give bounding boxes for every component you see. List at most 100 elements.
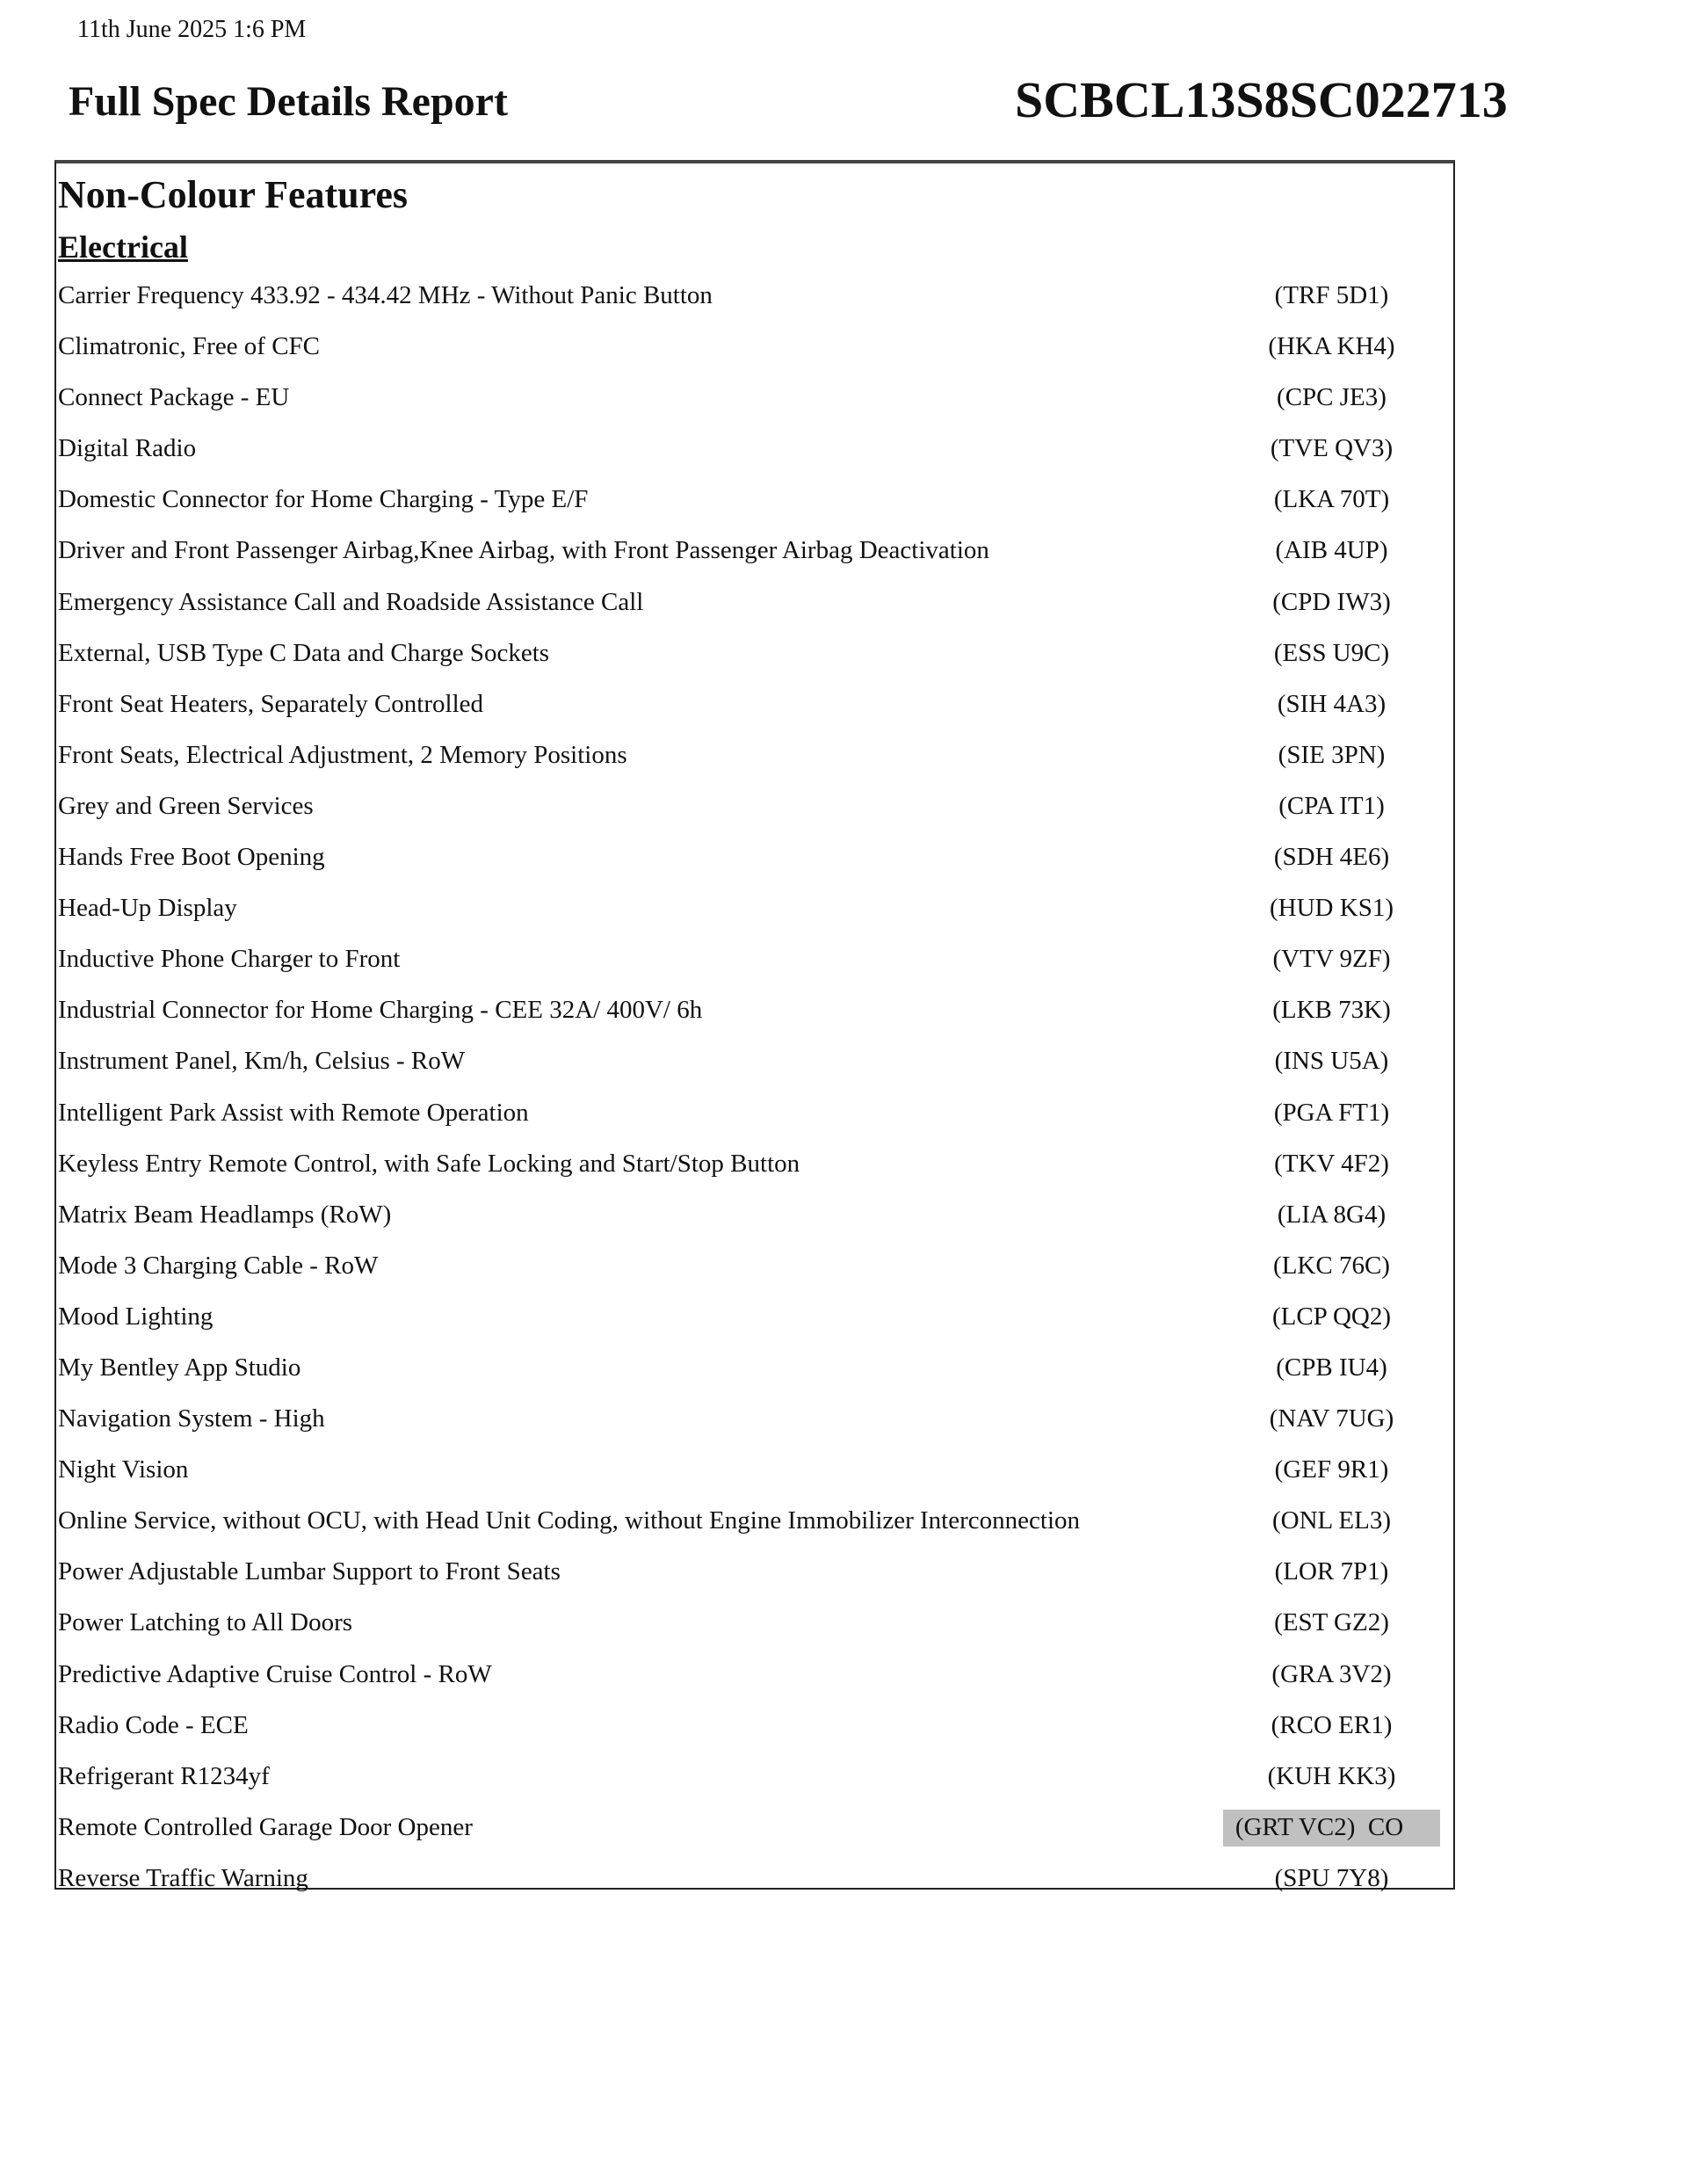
- feature-code-text: (CPA IT1): [1278, 791, 1385, 820]
- feature-code-text: (CPD IW3): [1272, 587, 1391, 616]
- feature-code: (AIB 4UP): [1223, 533, 1440, 570]
- feature-code-text: (GRT VC2) CO: [1234, 1812, 1404, 1841]
- feature-code: (PGA FT1): [1223, 1095, 1440, 1132]
- feature-row: Front Seats, Electrical Adjustment, 2 Me…: [56, 736, 1453, 787]
- feature-label: Inductive Phone Charger to Front: [58, 945, 401, 974]
- feature-label: Carrier Frequency 433.92 - 434.42 MHz - …: [58, 281, 713, 309]
- feature-row: Grey and Green Services (CPA IT1): [56, 787, 1453, 838]
- feature-code: (LCP QQ2): [1223, 1299, 1440, 1336]
- feature-row: Carrier Frequency 433.92 - 434.42 MHz - …: [56, 276, 1453, 327]
- feature-code-text: (KUH KK3): [1267, 1761, 1396, 1790]
- feature-row: Radio Code - ECE (RCO ER1): [56, 1706, 1453, 1757]
- feature-row: Mood Lighting (LCP QQ2): [56, 1297, 1453, 1348]
- feature-row: Intelligent Park Assist with Remote Oper…: [56, 1093, 1453, 1144]
- feature-code-text: (LIA 8G4): [1277, 1200, 1387, 1229]
- feature-label: Mood Lighting: [58, 1302, 214, 1331]
- feature-code: (LIA 8G4): [1223, 1197, 1440, 1234]
- feature-row: Climatronic, Free of CFC (HKA KH4): [56, 327, 1453, 378]
- feature-label: Predictive Adaptive Cruise Control - RoW: [58, 1659, 492, 1688]
- feature-row: Predictive Adaptive Cruise Control - RoW…: [56, 1655, 1453, 1706]
- report-timestamp: 11th June 2025 1:6 PM: [77, 16, 307, 43]
- feature-code-text: (INS U5A): [1274, 1047, 1389, 1076]
- feature-list: Carrier Frequency 433.92 - 434.42 MHz - …: [56, 276, 1453, 1910]
- feature-label: Matrix Beam Headlamps (RoW): [58, 1200, 392, 1229]
- feature-label: Radio Code - ECE: [58, 1710, 249, 1739]
- feature-row: Instrument Panel, Km/h, Celsius - RoW (IN…: [56, 1041, 1453, 1092]
- feature-code-text: (VTV 9ZF): [1272, 945, 1391, 974]
- features-box: Non-Colour Features Electrical Carrier F…: [54, 160, 1455, 1892]
- feature-code-text: (LKB 73K): [1272, 996, 1391, 1025]
- feature-code: (TKV 4F2): [1223, 1146, 1440, 1183]
- feature-code-text: (TVE QV3): [1270, 434, 1394, 463]
- feature-label: Hands Free Boot Opening: [58, 843, 325, 872]
- feature-code: (ESS U9C): [1223, 635, 1440, 672]
- feature-label: Front Seats, Electrical Adjustment, 2 Me…: [58, 740, 627, 769]
- feature-label: Keyless Entry Remote Control, with Safe …: [58, 1149, 800, 1178]
- feature-row: Inductive Phone Charger to Front (VTV 9ZF…: [56, 940, 1453, 990]
- feature-code: (LOR 7P1): [1223, 1554, 1440, 1591]
- feature-code: (SIH 4A3): [1223, 686, 1440, 723]
- feature-label: Mode 3 Charging Cable - RoW: [58, 1251, 379, 1280]
- section-title: Non-Colour Features: [58, 173, 409, 216]
- feature-row: Power Latching to All Doors (EST GZ2): [56, 1603, 1453, 1654]
- feature-code: (INS U5A): [1223, 1043, 1440, 1080]
- feature-code-text: (HKA KH4): [1268, 332, 1395, 361]
- feature-row: Matrix Beam Headlamps (RoW) (LIA 8G4): [56, 1195, 1453, 1246]
- report-title: Full Spec Details Report: [69, 78, 508, 125]
- feature-row: Domestic Connector for Home Charging - T…: [56, 480, 1453, 531]
- feature-row: Driver and Front Passenger Airbag,Knee A…: [56, 531, 1453, 582]
- feature-code: (TRF 5D1): [1223, 278, 1440, 315]
- feature-code: (GRA 3V2): [1223, 1657, 1440, 1694]
- feature-code: (KUH KK3): [1223, 1759, 1440, 1796]
- feature-row: Refrigerant R1234yf (KUH KK3): [56, 1757, 1453, 1808]
- feature-code: (TVE QV3): [1223, 431, 1440, 468]
- feature-row: Night Vision (GEF 9R1): [56, 1450, 1453, 1501]
- feature-code: (CPA IT1): [1223, 788, 1440, 825]
- feature-code-text: (SIE 3PN): [1278, 740, 1386, 769]
- feature-code-text: (HUD KS1): [1270, 894, 1394, 923]
- feature-row: Navigation System - High (NAV 7UG): [56, 1399, 1453, 1450]
- feature-row: My Bentley App Studio (CPB IU4): [56, 1348, 1453, 1399]
- feature-row: External, USB Type C Data and Charge Soc…: [56, 634, 1453, 685]
- feature-label: Head-Up Display: [58, 894, 237, 923]
- feature-code: (HUD KS1): [1223, 890, 1440, 927]
- feature-label: Emergency Assistance Call and Roadside A…: [58, 587, 644, 616]
- feature-code-text: (LKC 76C): [1273, 1251, 1390, 1280]
- feature-label: Refrigerant R1234yf: [58, 1761, 270, 1790]
- feature-code-text: (ONL EL3): [1271, 1506, 1392, 1535]
- feature-code-text: (LOR 7P1): [1274, 1557, 1389, 1586]
- feature-code-text: (EST GZ2): [1274, 1608, 1389, 1637]
- vin-number: SCBCL13S8SC022713: [1015, 71, 1508, 128]
- feature-label: Grey and Green Services: [58, 791, 314, 820]
- feature-code: (LKB 73K): [1223, 992, 1440, 1029]
- feature-label: Navigation System - High: [58, 1404, 325, 1433]
- feature-code-text: (CPB IU4): [1276, 1353, 1387, 1382]
- feature-code: (LKC 76C): [1223, 1248, 1440, 1285]
- feature-code-text: (CPC JE3): [1277, 383, 1387, 412]
- feature-label: Power Latching to All Doors: [58, 1608, 353, 1637]
- feature-code-text: (ESS U9C): [1273, 638, 1390, 667]
- feature-label: Front Seat Heaters, Separately Controlle…: [58, 689, 484, 718]
- feature-label: Climatronic, Free of CFC: [58, 332, 321, 361]
- feature-code-text: (GEF 9R1): [1274, 1455, 1389, 1484]
- group-title: Electrical: [58, 229, 188, 265]
- feature-code-text: (SIH 4A3): [1277, 689, 1387, 718]
- feature-label: Intelligent Park Assist with Remote Oper…: [58, 1098, 529, 1127]
- feature-row: Hands Free Boot Opening (SDH 4E6): [56, 838, 1453, 889]
- feature-label: Remote Controlled Garage Door Opener: [58, 1812, 473, 1841]
- feature-row: Emergency Assistance Call and Roadside A…: [56, 583, 1453, 634]
- feature-row: Head-Up Display (HUD KS1): [56, 889, 1453, 940]
- feature-code-text: (AIB 4UP): [1275, 536, 1388, 565]
- feature-code: (VTV 9ZF): [1223, 941, 1440, 978]
- feature-code: (RCO ER1): [1223, 1708, 1440, 1745]
- feature-row: Industrial Connector for Home Charging -…: [56, 990, 1453, 1041]
- feature-code: (SPU 7Y8): [1223, 1861, 1440, 1897]
- feature-row: Digital Radio (TVE QV3): [56, 429, 1453, 480]
- feature-code-text: (SDH 4E6): [1273, 843, 1390, 872]
- feature-code: (HKA KH4): [1223, 329, 1440, 366]
- feature-code: (SDH 4E6): [1223, 839, 1440, 876]
- feature-code-text: (LCP QQ2): [1271, 1302, 1392, 1331]
- feature-row: Remote Controlled Garage Door Opener (GRT…: [56, 1808, 1453, 1859]
- feature-row: Connect Package - EU (CPC JE3): [56, 378, 1453, 429]
- feature-label: My Bentley App Studio: [58, 1353, 301, 1382]
